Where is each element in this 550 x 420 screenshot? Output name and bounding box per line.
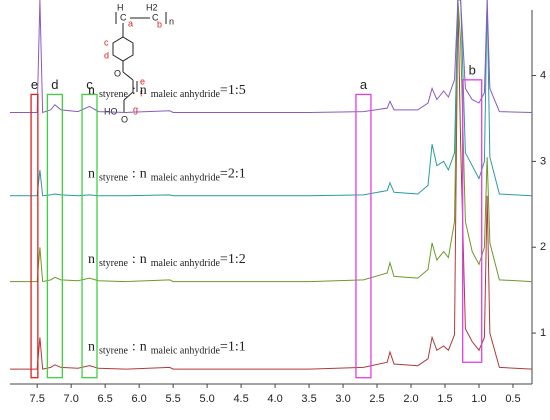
x-tick-label: 2.5 bbox=[369, 393, 384, 405]
label-part: maleic anhydride bbox=[151, 258, 221, 269]
label-part: n bbox=[140, 340, 147, 355]
atom: O bbox=[114, 68, 121, 78]
label-part: 2:1 bbox=[228, 166, 246, 181]
x-tick-label: 7.5 bbox=[30, 393, 45, 405]
x-tick-label: 6.5 bbox=[98, 393, 113, 405]
label-part: n bbox=[140, 252, 147, 267]
position: e bbox=[140, 76, 145, 86]
y-tick-label: 4 bbox=[540, 69, 546, 81]
label-part: n bbox=[88, 340, 95, 355]
label-part: styrene bbox=[99, 258, 128, 269]
spectrum-line bbox=[10, 0, 533, 114]
x-tick-label: 2.0 bbox=[403, 393, 418, 405]
position: f bbox=[140, 88, 143, 98]
atom: C bbox=[120, 12, 127, 22]
label-part: : bbox=[132, 340, 136, 355]
x-tick-label: 3.0 bbox=[335, 393, 350, 405]
x-tick-label: 5.0 bbox=[199, 393, 214, 405]
region-box bbox=[355, 93, 372, 379]
atom: C bbox=[152, 12, 159, 22]
atom: O bbox=[121, 114, 128, 124]
series-label: n styrene: n maleic anhydride=1:2 bbox=[88, 252, 246, 269]
position: a bbox=[128, 18, 133, 28]
position: c bbox=[104, 37, 109, 47]
position: d bbox=[104, 50, 109, 60]
label-part: maleic anhydride bbox=[151, 89, 221, 100]
x-tick-label: 4.5 bbox=[233, 393, 248, 405]
x-tick-label: 0.5 bbox=[505, 393, 520, 405]
region-label: a bbox=[360, 77, 368, 92]
region-label: b bbox=[469, 62, 476, 77]
label-part: styrene bbox=[99, 89, 128, 100]
label-part: n bbox=[88, 83, 95, 98]
atom: n bbox=[169, 16, 174, 26]
label-part: : bbox=[132, 166, 136, 181]
x-tick-label: 6.0 bbox=[131, 393, 146, 405]
region-box bbox=[81, 93, 98, 379]
y-tick-label: 1 bbox=[540, 327, 546, 339]
x-tick-label: 3.5 bbox=[301, 393, 316, 405]
x-tick-label: 1.0 bbox=[471, 393, 486, 405]
y-tick-label: 3 bbox=[540, 155, 546, 167]
series-label: n styrene: n maleic anhydride=1:5 bbox=[88, 83, 246, 100]
label-part: n bbox=[88, 166, 95, 181]
plot-area bbox=[10, 0, 533, 370]
region-box bbox=[30, 93, 39, 379]
position: b bbox=[157, 19, 162, 29]
atom: H bbox=[117, 2, 124, 12]
label-part: 1:1 bbox=[228, 340, 246, 355]
x-tick-label: 7.0 bbox=[64, 393, 79, 405]
label-part: = bbox=[220, 340, 228, 355]
series-label: n styrene: n maleic anhydride=1:1 bbox=[88, 340, 246, 357]
spectrum-line bbox=[10, 0, 533, 197]
label-part: : bbox=[132, 83, 136, 98]
structure bbox=[112, 12, 167, 112]
atom: HO bbox=[104, 106, 118, 116]
label-part: 1:5 bbox=[228, 83, 246, 98]
label-part: maleic anhydride bbox=[151, 346, 221, 357]
atom: H2 bbox=[146, 2, 158, 12]
label-part: n bbox=[140, 83, 147, 98]
label-part: styrene bbox=[99, 173, 128, 184]
label-part: n bbox=[140, 166, 147, 181]
x-tick-label: 1.5 bbox=[437, 393, 452, 405]
series-label: n styrene: n maleic anhydride=2:1 bbox=[88, 166, 246, 183]
region-box bbox=[46, 93, 63, 379]
region-box bbox=[462, 79, 483, 363]
region-label: e bbox=[31, 77, 38, 92]
label-part: = bbox=[220, 166, 228, 181]
label-part: styrene bbox=[99, 346, 128, 357]
x-tick-label: 5.5 bbox=[165, 393, 180, 405]
region-label: d bbox=[51, 77, 58, 92]
spectrum-line bbox=[10, 0, 533, 283]
label-part: = bbox=[220, 83, 228, 98]
label-part: n bbox=[88, 252, 95, 267]
region-label: c bbox=[86, 77, 93, 92]
y-tick-label: 2 bbox=[540, 241, 546, 253]
position: g bbox=[133, 104, 138, 114]
label-part: maleic anhydride bbox=[151, 173, 221, 184]
structure-labels: H C H2 C n HO O O a b c d e f g bbox=[104, 2, 174, 124]
spectrum-line bbox=[10, 0, 533, 370]
label-part: = bbox=[220, 252, 228, 267]
x-tick-label: 4.0 bbox=[267, 393, 282, 405]
label-part: 1:2 bbox=[228, 252, 246, 267]
label-part: : bbox=[132, 252, 136, 267]
